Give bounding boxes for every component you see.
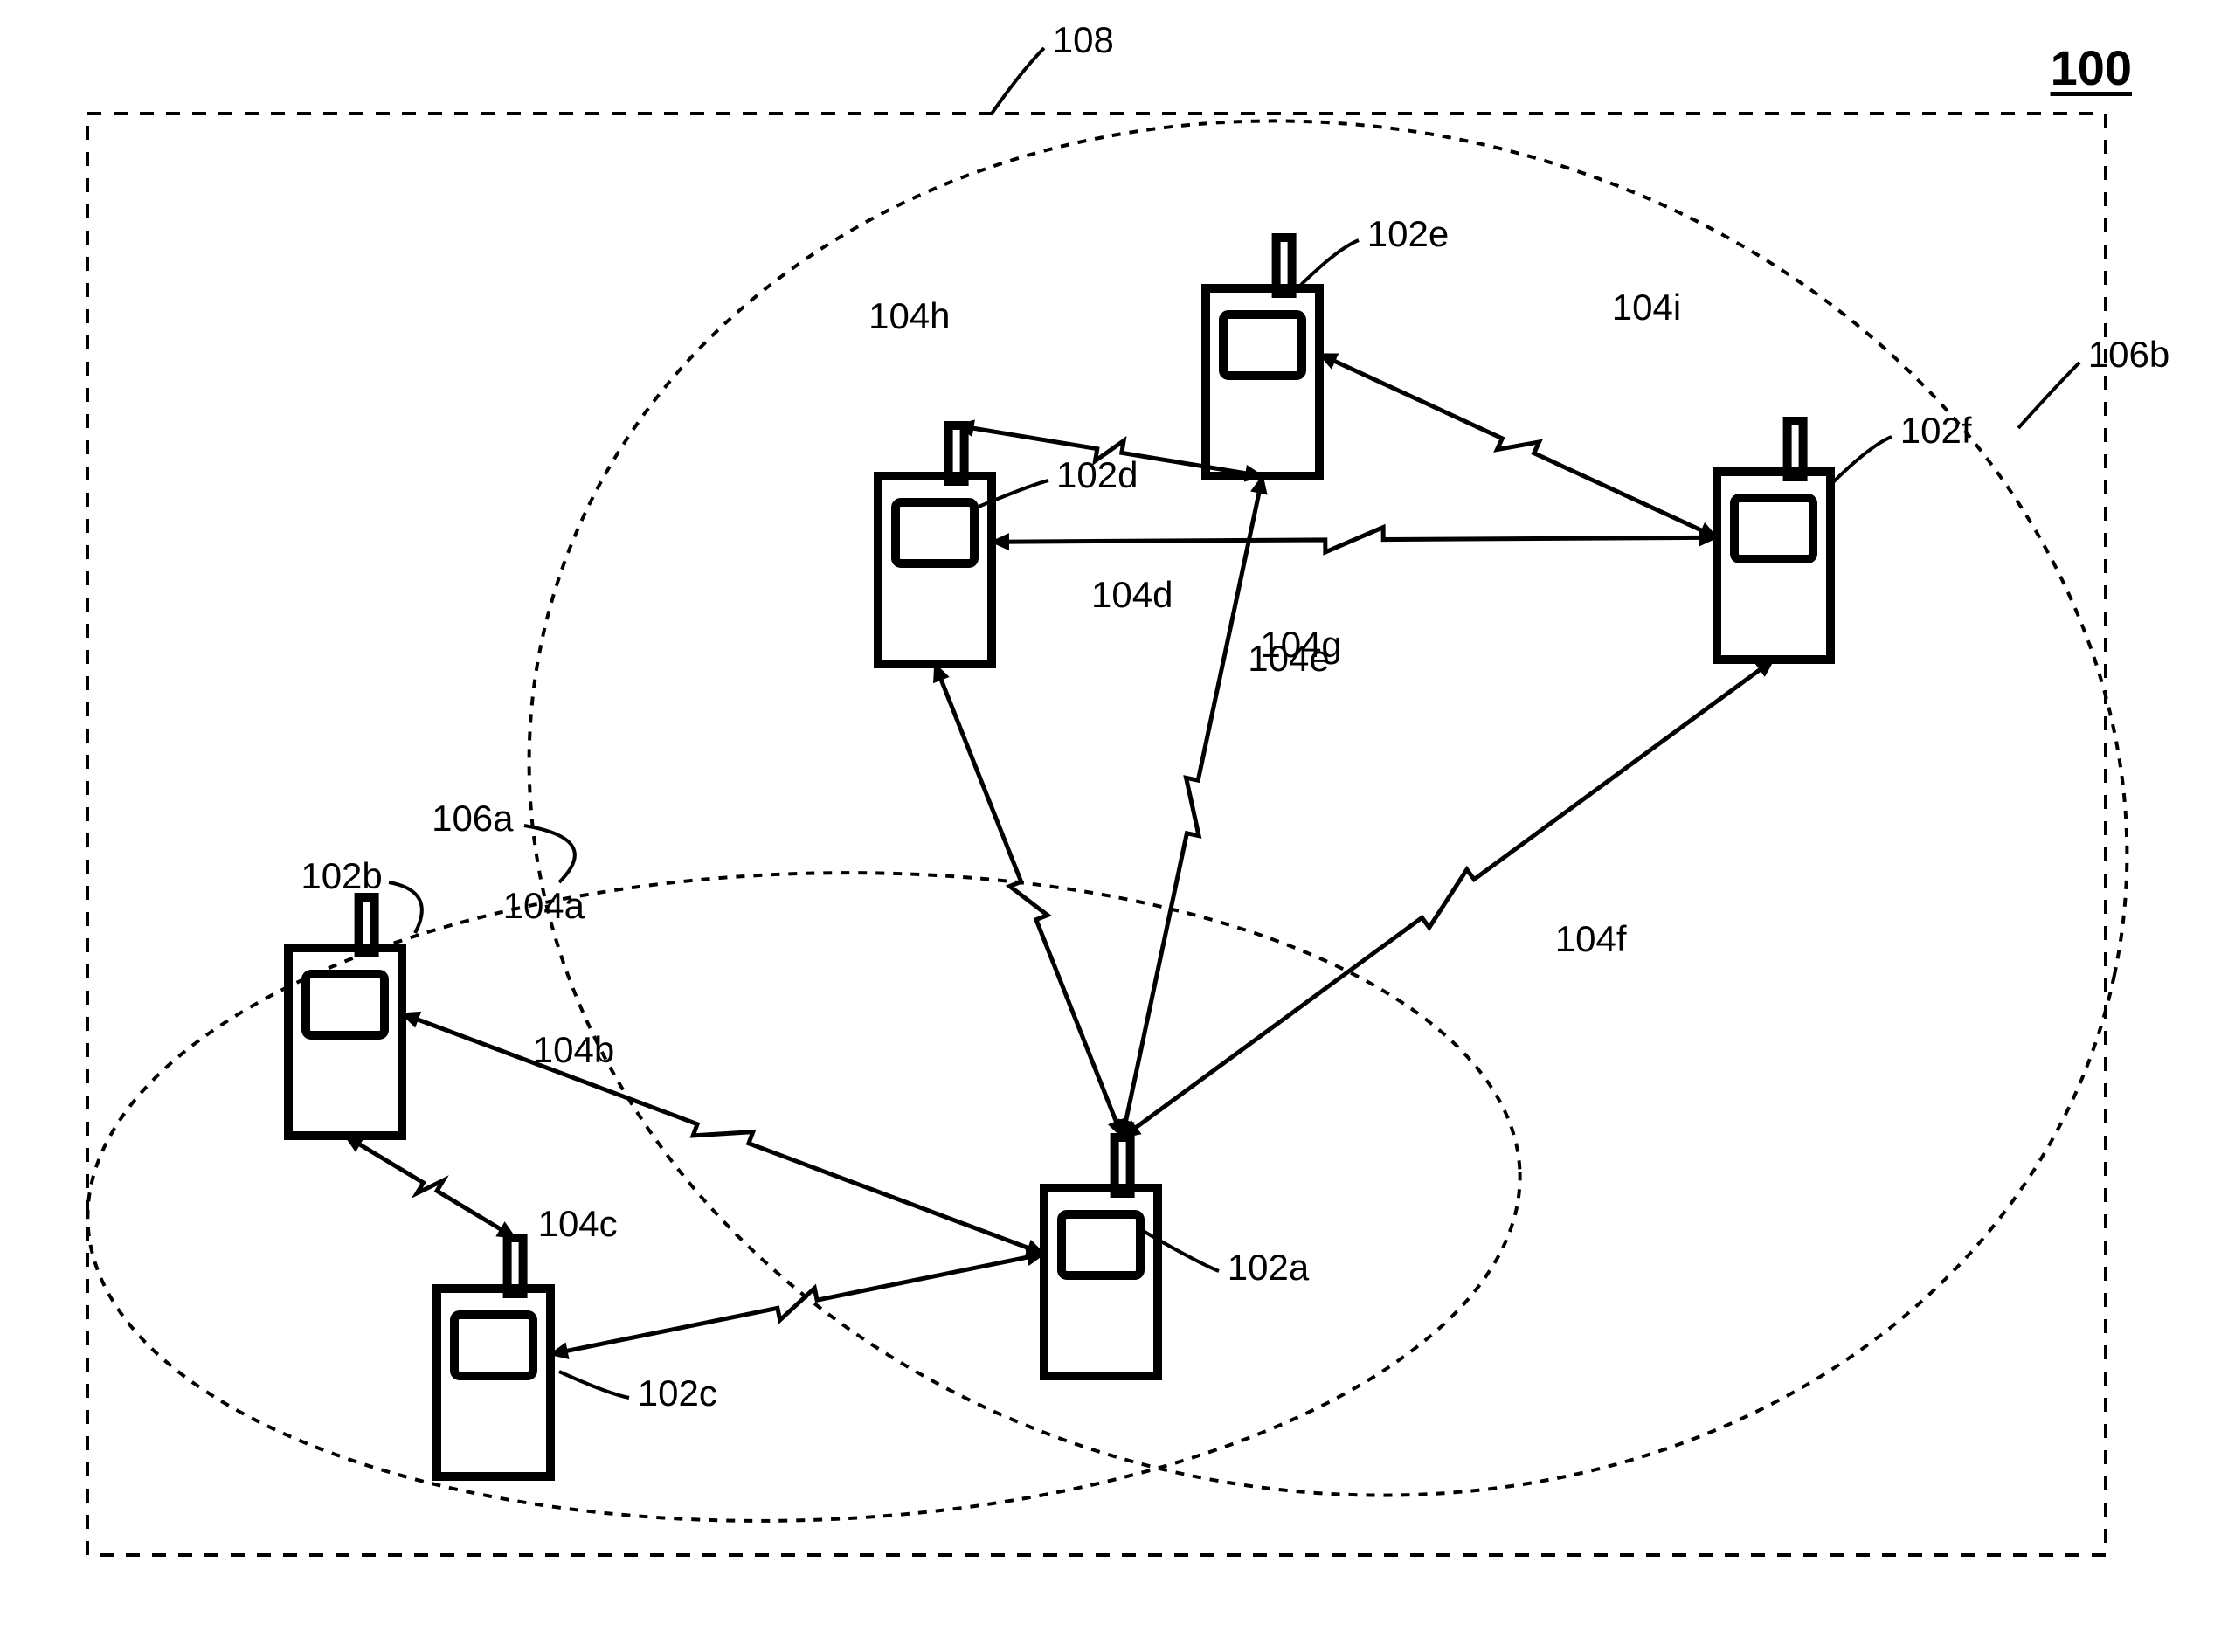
link-104b (345, 1136, 515, 1238)
device-102d (878, 425, 992, 664)
device-102e-leader (1297, 240, 1359, 288)
figure-id: 100 (2051, 39, 2132, 96)
outer-boundary (87, 114, 2106, 1555)
device-102a-label: 102a (1228, 1247, 1309, 1289)
outer-box-label: 108 (1053, 19, 1114, 61)
diagram-svg (0, 0, 2228, 1652)
link-104i (1319, 354, 1717, 537)
device-102e (1206, 238, 1319, 476)
device-102b-label: 102b (301, 855, 382, 897)
device-102f (1717, 421, 1830, 660)
link-104g (992, 528, 1717, 552)
group-ellipse-106a (77, 849, 1532, 1545)
group-106a-label: 106a (432, 798, 513, 840)
link-104a-label: 104a (503, 885, 585, 927)
link-104i-label: 104i (1612, 287, 1681, 328)
diagram-stage: 108 106a 106b 102a 102b 102c 102d 102e 102f 104a 1… (0, 0, 2228, 1652)
link-104d-label: 104d (1091, 574, 1173, 616)
link-104c-label: 104c (538, 1203, 618, 1245)
device-102c (437, 1238, 550, 1476)
device-102a (1044, 1137, 1158, 1376)
device-102f-leader (1830, 437, 1892, 485)
device-102c-label: 102c (638, 1372, 717, 1414)
device-102e-label: 102e (1367, 213, 1449, 255)
link-104f-label: 104f (1555, 918, 1627, 960)
device-102d-label: 102d (1056, 454, 1138, 496)
group-106b-label: 106b (2088, 334, 2169, 376)
device-102b-leader (389, 882, 422, 933)
link-104f (1123, 660, 1774, 1137)
link-104h-label: 104h (868, 295, 950, 337)
group-106b-leader (2018, 363, 2079, 428)
device-102c-leader (559, 1372, 629, 1398)
outer-box-leader (992, 48, 1044, 114)
link-104b-label: 104b (533, 1029, 614, 1071)
link-104d (935, 664, 1123, 1137)
link-104g-label: 104g (1260, 624, 1341, 666)
group-106a-leader (524, 826, 575, 882)
link-104a (402, 1013, 1044, 1254)
link-104c (550, 1254, 1044, 1354)
device-102f-label: 102f (1900, 410, 1972, 452)
device-102b (288, 897, 402, 1136)
